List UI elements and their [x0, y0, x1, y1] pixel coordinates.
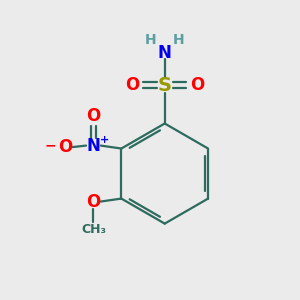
Text: −: −: [45, 139, 56, 153]
Text: S: S: [158, 76, 172, 95]
Text: H: H: [145, 33, 156, 46]
Text: H: H: [173, 33, 185, 46]
Text: O: O: [125, 76, 140, 94]
Text: N: N: [86, 136, 100, 154]
Text: O: O: [86, 107, 100, 125]
Text: O: O: [190, 76, 204, 94]
Text: O: O: [86, 193, 100, 211]
Text: O: O: [58, 138, 73, 156]
Text: +: +: [100, 135, 109, 145]
Text: CH₃: CH₃: [81, 223, 106, 236]
Text: N: N: [158, 44, 172, 62]
